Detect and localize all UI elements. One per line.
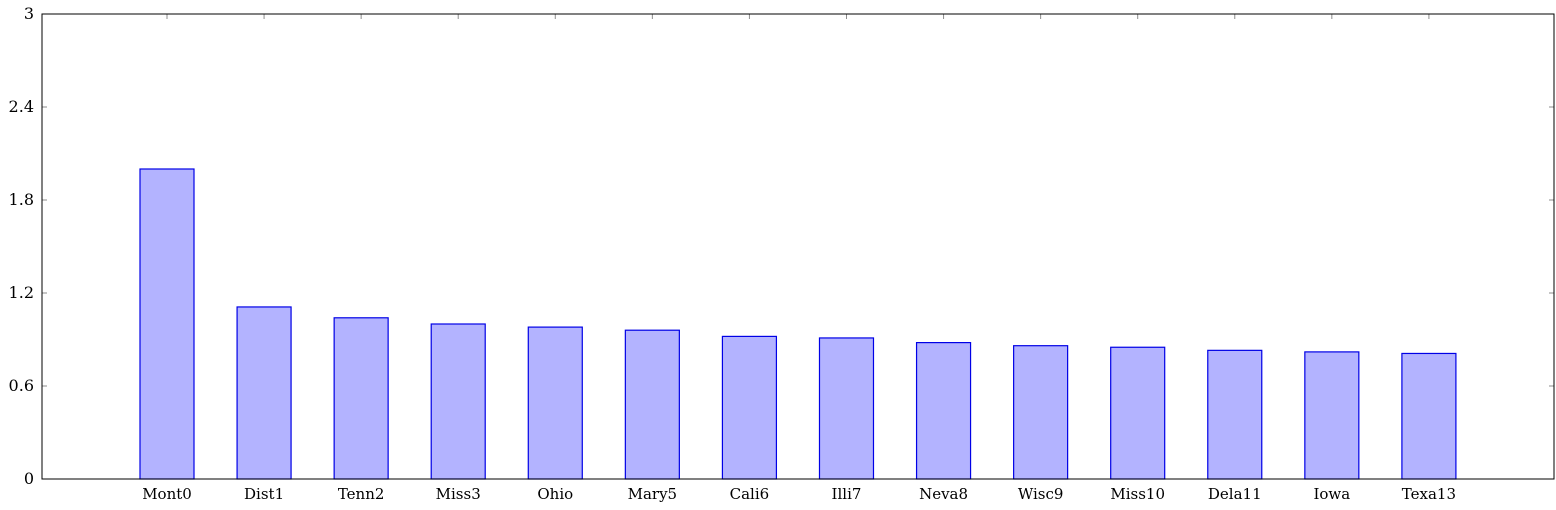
x-tick-label: Tenn2: [338, 485, 385, 503]
y-tick-label: 1.2: [9, 283, 34, 302]
bar-ohio: [527, 326, 583, 480]
bar-illi7: [818, 337, 875, 480]
y-tick-label: 0: [24, 469, 34, 488]
x-tick-label: Mary5: [628, 485, 678, 503]
plot-frame: [41, 13, 1555, 480]
bar-mont0: [139, 168, 195, 480]
y-tick-label: 1.8: [9, 190, 34, 209]
x-tick-labels: Mont0 Dist1 Tenn2 Miss3 Ohio Mary5 Cali6 Illi7 N…: [142, 485, 1456, 503]
bar-tenn2: [333, 317, 389, 480]
bar-cali6: [721, 335, 778, 480]
bar-texa13: [1401, 352, 1457, 480]
x-tick-label: Texa13: [1402, 485, 1456, 503]
bar-wisc9: [1013, 345, 1069, 480]
y-tick-label: 3: [24, 4, 34, 23]
y-tick-labels: 0 0.6 1.2 1.8 2.4 3: [9, 4, 34, 488]
bar-dela11: [1207, 349, 1263, 480]
x-tick-label: Wisc9: [1018, 485, 1064, 503]
bar-iowa: [1304, 351, 1360, 480]
bar-miss3: [430, 323, 486, 480]
x-tick-label: Iowa: [1313, 485, 1350, 503]
x-tick-label: Mont0: [142, 485, 192, 503]
x-tick-label: Miss3: [436, 485, 481, 503]
bar-neva8: [915, 342, 972, 480]
x-tick-label: Miss10: [1110, 485, 1165, 503]
x-tick-label: Neva8: [919, 485, 968, 503]
x-tick-label: Ohio: [537, 485, 573, 503]
y-tick-label: 2.4: [9, 97, 34, 116]
x-tick-label: Illi7: [832, 485, 862, 503]
bar-miss10: [1110, 346, 1166, 480]
x-tick-label: Dela11: [1208, 485, 1262, 503]
bar-mary5: [624, 329, 680, 480]
bars: [139, 168, 1457, 480]
x-tick-label: Dist1: [244, 485, 284, 503]
x-tick-label: Cali6: [730, 485, 770, 503]
y-tick-label: 0.6: [9, 376, 34, 395]
bar-dist1: [236, 306, 292, 480]
